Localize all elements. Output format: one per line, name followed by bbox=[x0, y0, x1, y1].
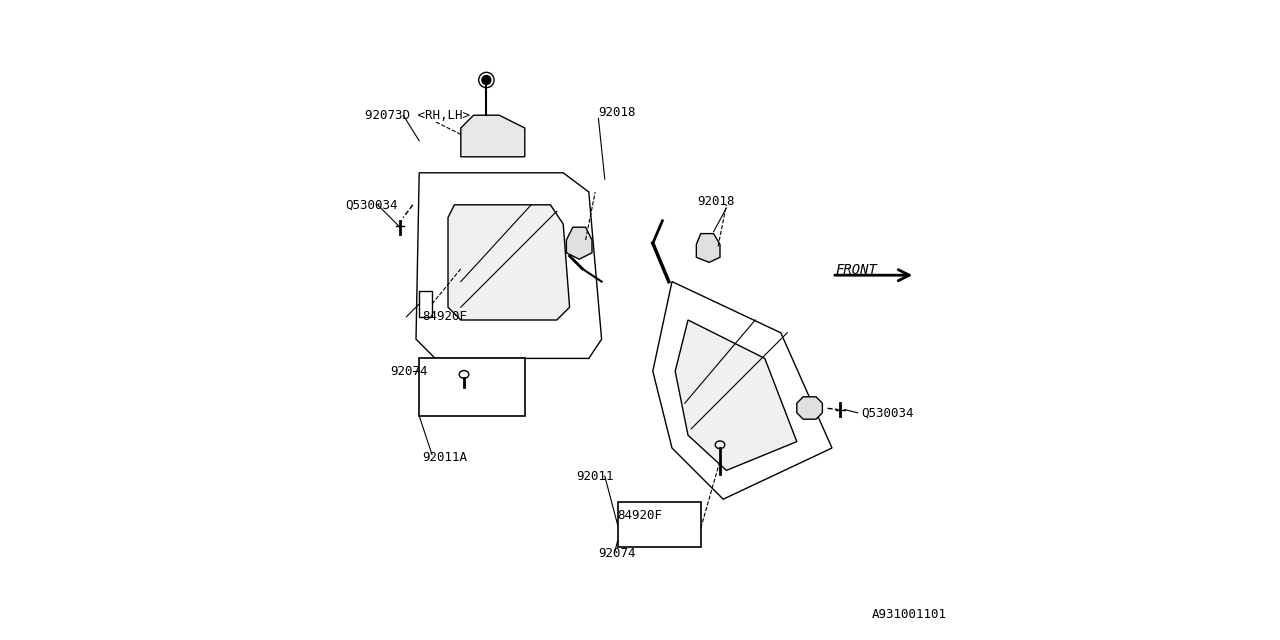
Polygon shape bbox=[420, 291, 433, 317]
Text: Q530034: Q530034 bbox=[860, 406, 914, 419]
Text: 92011A: 92011A bbox=[422, 451, 467, 464]
Polygon shape bbox=[618, 502, 701, 547]
Polygon shape bbox=[566, 227, 591, 259]
Polygon shape bbox=[416, 173, 602, 358]
Polygon shape bbox=[448, 205, 570, 320]
Text: 92074: 92074 bbox=[390, 365, 428, 378]
Polygon shape bbox=[461, 115, 525, 157]
Text: Q530034: Q530034 bbox=[346, 198, 398, 211]
Text: 84920F: 84920F bbox=[422, 310, 467, 323]
Text: 92074: 92074 bbox=[599, 547, 636, 560]
Polygon shape bbox=[420, 358, 525, 416]
Polygon shape bbox=[653, 282, 832, 499]
Polygon shape bbox=[676, 320, 796, 470]
Text: 92018: 92018 bbox=[698, 195, 735, 208]
Text: FRONT: FRONT bbox=[836, 263, 877, 277]
Text: 92018: 92018 bbox=[599, 106, 636, 118]
Text: A931001101: A931001101 bbox=[872, 608, 947, 621]
Text: 92011: 92011 bbox=[576, 470, 613, 483]
Text: 92073D <RH,LH>: 92073D <RH,LH> bbox=[365, 109, 470, 122]
Text: 84920F: 84920F bbox=[618, 509, 663, 522]
Polygon shape bbox=[796, 397, 823, 419]
Polygon shape bbox=[696, 234, 719, 262]
Circle shape bbox=[481, 76, 492, 84]
